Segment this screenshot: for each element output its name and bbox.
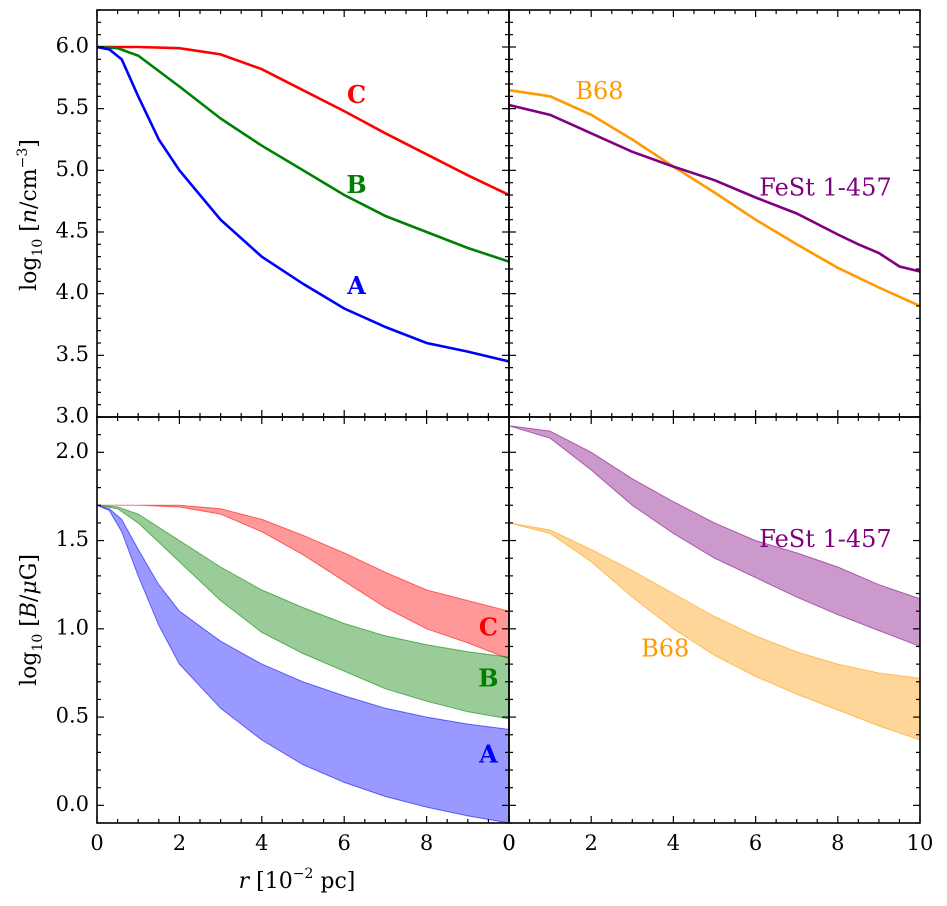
y-tick-label: 3.0 xyxy=(56,404,89,428)
x-tick-label: 4 xyxy=(667,831,680,855)
curve-label-fest-1-457: FeSt 1-457 xyxy=(759,173,891,201)
y-axis-title-density: log10 [n/cm−3] xyxy=(15,139,46,291)
x-tick-label: 6 xyxy=(338,831,351,855)
curve-label-a: A xyxy=(346,271,366,300)
panel-bottom-left xyxy=(97,504,509,823)
y-axis-title-field: log10 [B/μG] xyxy=(17,554,46,686)
series-line-a xyxy=(97,45,509,363)
frame-layer xyxy=(96,9,921,824)
x-tick-label: 6 xyxy=(749,831,762,855)
y-tick-label: 6.0 xyxy=(56,34,89,58)
curve-label-fest-1-457: FeSt 1-457 xyxy=(759,525,891,553)
curve-label-b: B xyxy=(478,664,498,693)
curve-label-c: C xyxy=(347,80,366,109)
x-tick-label: 2 xyxy=(585,831,598,855)
y-tick-label: 1.5 xyxy=(56,527,89,551)
x-tick-label: 0 xyxy=(90,831,103,855)
y-tick-label: 0.0 xyxy=(56,792,89,816)
y-tick-label: 1.0 xyxy=(56,615,89,639)
y-tick-label: 2.0 xyxy=(56,439,89,463)
panel-top-right xyxy=(509,88,920,308)
series-line-b xyxy=(97,45,509,263)
y-tick-label: 4.0 xyxy=(56,280,89,304)
curve-label-b: B xyxy=(346,170,366,199)
panel-bottom-right xyxy=(509,425,920,741)
series-band-c xyxy=(97,504,509,660)
curve-label-c: C xyxy=(479,612,498,641)
series-line-c xyxy=(97,45,509,197)
series-band-b xyxy=(97,504,509,720)
x-tick-label: 10 xyxy=(907,831,934,855)
x-tick-label: 0 xyxy=(502,831,515,855)
x-tick-label: 8 xyxy=(831,831,844,855)
curve-label-b68: B68 xyxy=(575,77,623,105)
x-tick-label: 0 xyxy=(502,831,515,855)
series-line-fest-1-457 xyxy=(509,103,920,273)
y-tick-label: 5.0 xyxy=(56,157,89,181)
curve-label-b68: B68 xyxy=(641,635,689,663)
plot-layer xyxy=(97,45,920,823)
x-tick-label: 2 xyxy=(173,831,186,855)
y-tick-label: 3.5 xyxy=(56,342,89,366)
panel-frame-top-right xyxy=(508,9,921,418)
y-tick-label: 0.5 xyxy=(56,704,89,728)
x-axis-title: r [10−2 pc] xyxy=(239,866,356,894)
series-line-b68 xyxy=(509,88,920,308)
x-tick-label: 4 xyxy=(255,831,268,855)
panel-frame-bottom-right xyxy=(508,416,921,824)
x-tick-label: 8 xyxy=(420,831,433,855)
series-band-a xyxy=(97,504,509,823)
y-tick-label: 5.5 xyxy=(56,95,89,119)
curve-label-a: A xyxy=(478,739,498,768)
series-band-b68 xyxy=(509,522,920,741)
panel-top-left xyxy=(97,45,509,363)
y-tick-label: 4.5 xyxy=(56,219,89,243)
series-band-fest-1-457 xyxy=(509,425,920,648)
ticks-top-right xyxy=(508,9,921,418)
